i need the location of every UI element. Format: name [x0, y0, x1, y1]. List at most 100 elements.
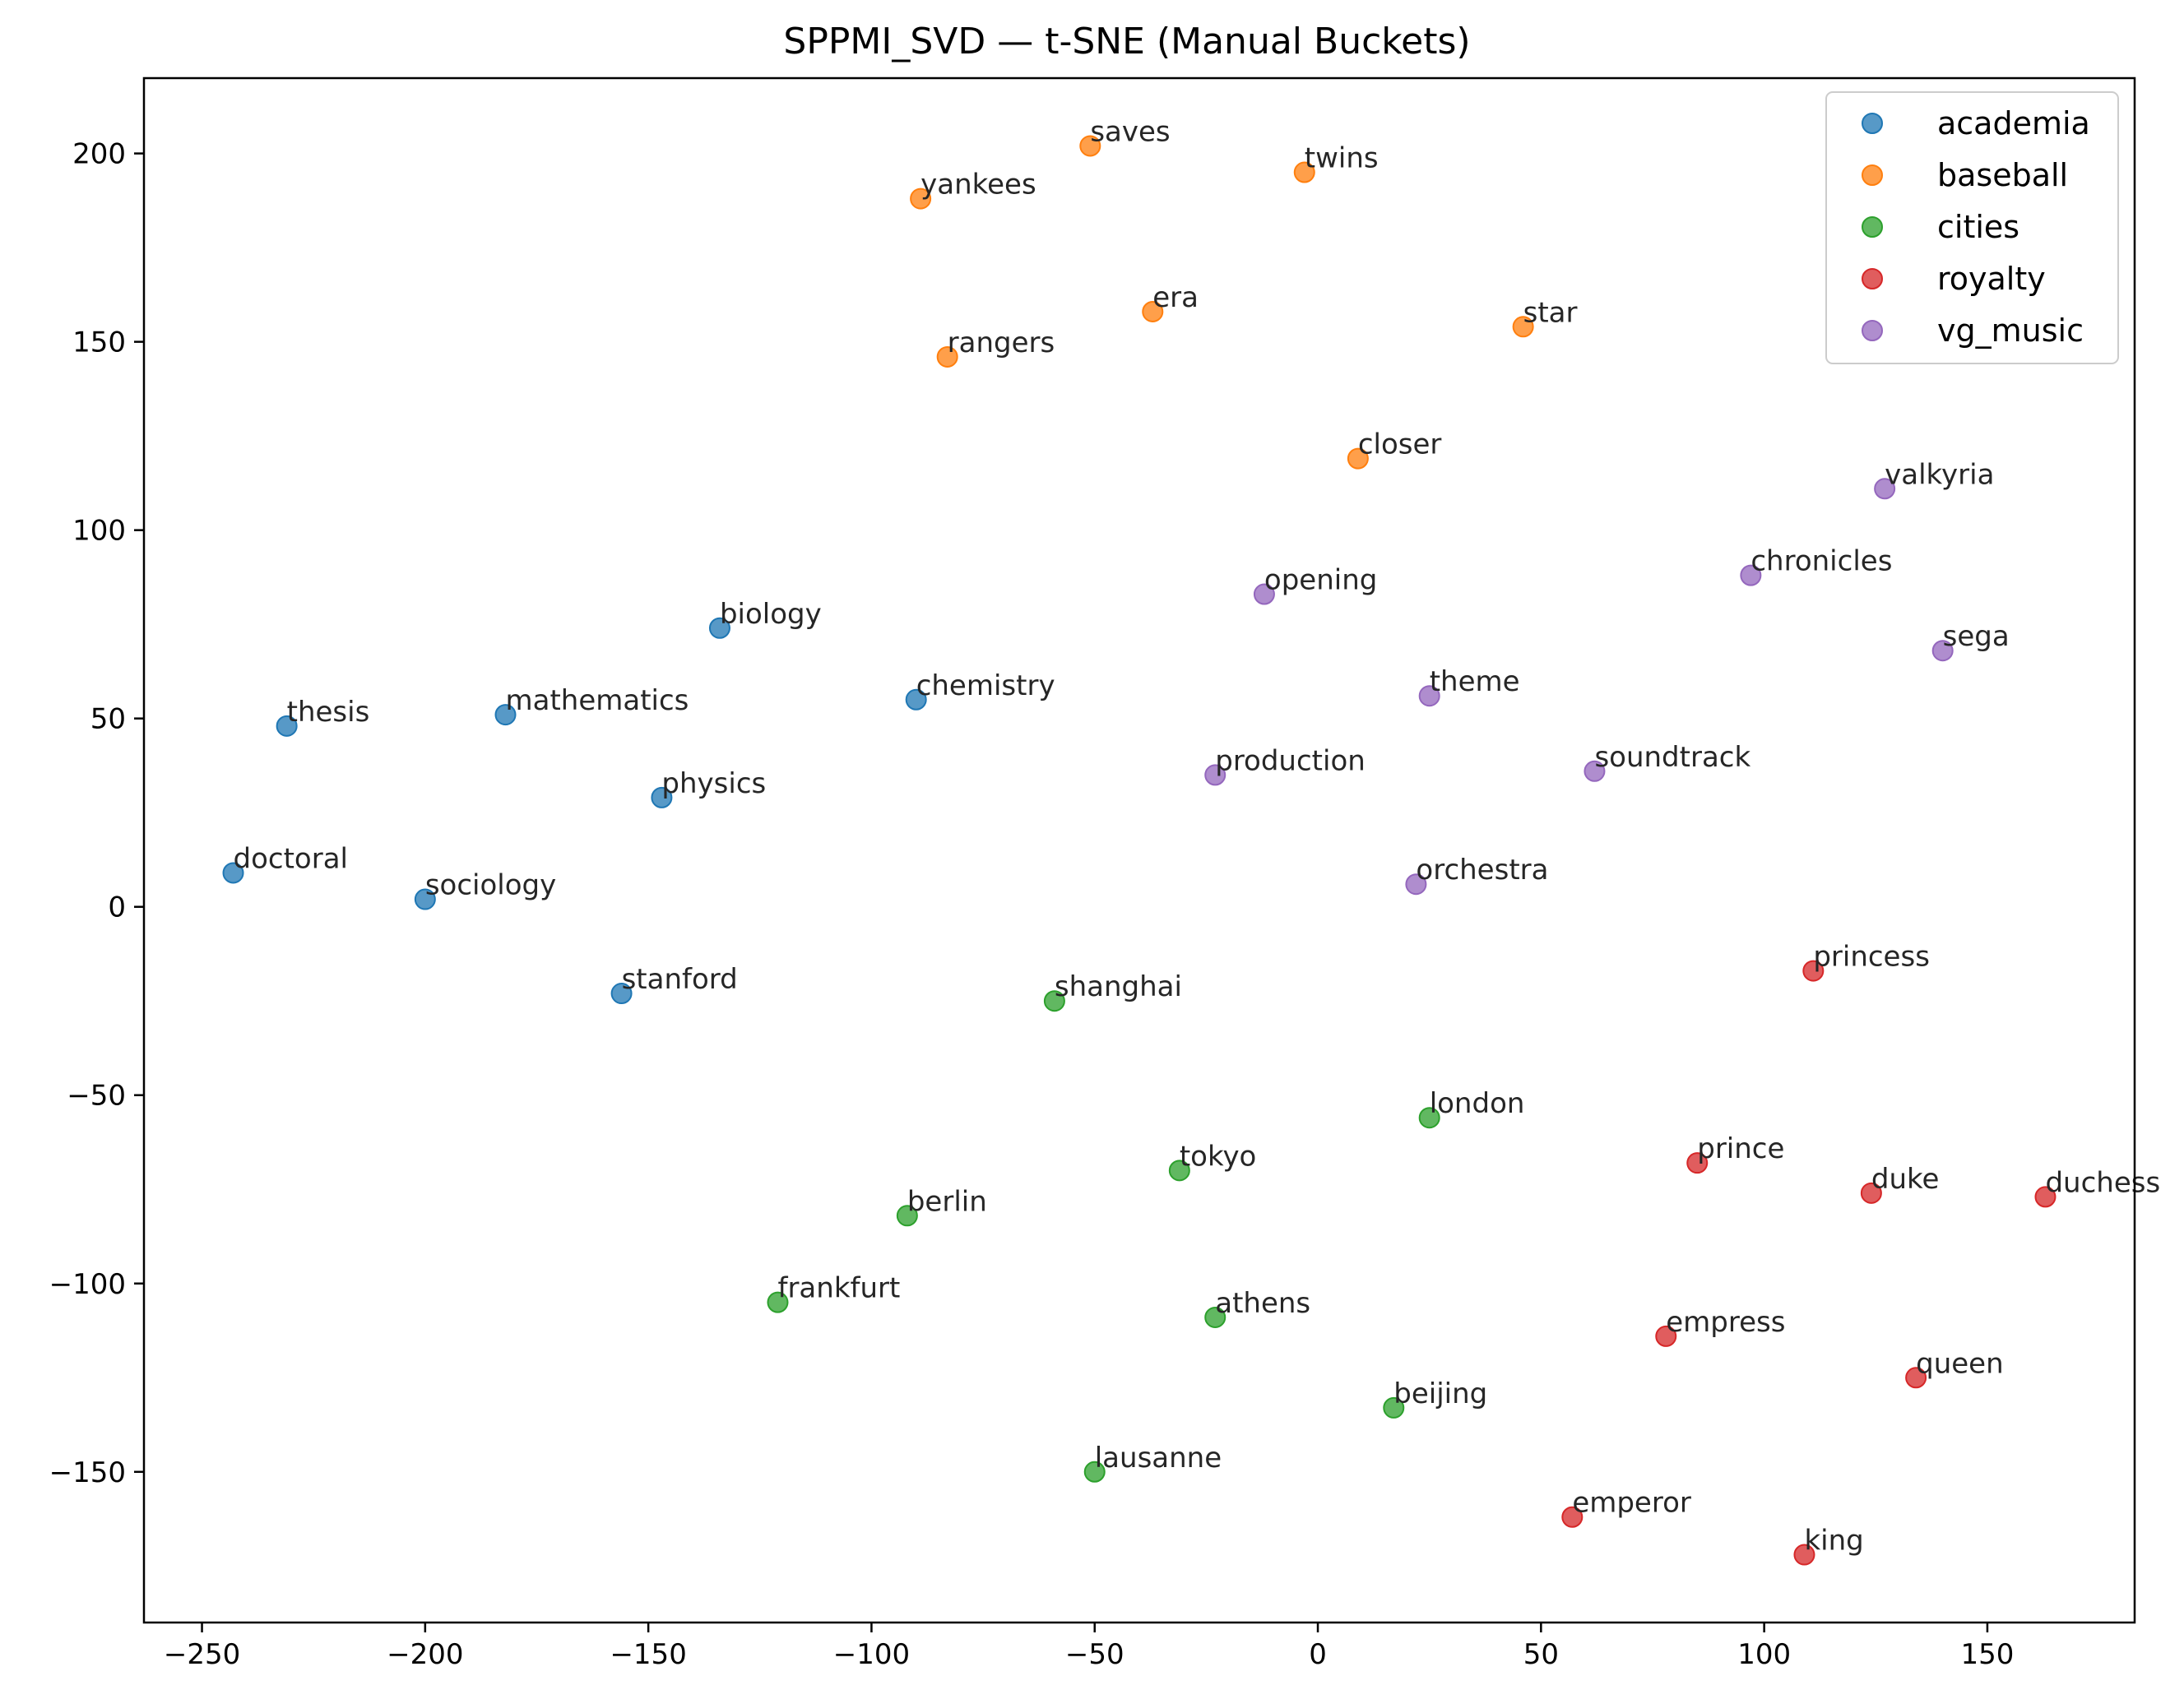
- point-lausanne: [1083, 1461, 1106, 1483]
- point-biology: [708, 617, 730, 639]
- legend-marker-academia: [1862, 113, 1883, 134]
- point-star: [1512, 316, 1534, 338]
- x-axis: −250 −200 −150 −100 −50 0 50 100 150: [164, 1623, 2014, 1671]
- point-production: [1204, 764, 1226, 786]
- point-chronicles: [1740, 564, 1762, 586]
- point-era: [1142, 300, 1164, 322]
- point-physics: [651, 786, 673, 808]
- point-stanford: [610, 983, 633, 1005]
- point-emperor: [1561, 1506, 1584, 1528]
- point-soundtrack: [1584, 760, 1606, 782]
- legend: academia baseball cities royalty vg_music: [1825, 91, 2119, 364]
- point-label-london: london: [1430, 1087, 1525, 1120]
- x-tick-label: 50: [1523, 1638, 1559, 1671]
- point-saves: [1079, 135, 1101, 157]
- point-shanghai: [1043, 990, 1065, 1012]
- point-label-shanghai: shanghai: [1055, 970, 1182, 1003]
- series-cities: shanghai london tokyo berlin frankfurt athens…: [767, 970, 1525, 1483]
- series-royalty: princess prince duke duchess empress queen emp…: [1561, 941, 2160, 1566]
- y-tick-label: 0: [108, 891, 126, 924]
- point-label-princess: princess: [1813, 941, 1930, 974]
- point-label-chronicles: chronicles: [1750, 545, 1892, 578]
- point-label-saves: saves: [1090, 115, 1170, 148]
- point-label-beijing: beijing: [1393, 1377, 1487, 1410]
- legend-label-baseball: baseball: [1937, 157, 2068, 193]
- point-london: [1418, 1107, 1440, 1129]
- y-tick-label: −50: [67, 1080, 126, 1113]
- legend-marker-vg_music: [1862, 320, 1883, 341]
- point-doctoral: [222, 862, 244, 884]
- point-valkyria: [1874, 478, 1896, 500]
- point-label-stanford: stanford: [622, 963, 738, 996]
- point-label-orchestra: orchestra: [1416, 854, 1548, 887]
- x-tick-label: 0: [1309, 1638, 1327, 1671]
- point-label-duchess: duchess: [2045, 1166, 2160, 1199]
- legend-label-vg_music: vg_music: [1937, 312, 2084, 349]
- legend-label-royalty: royalty: [1937, 261, 2046, 297]
- point-label-sociology: sociology: [425, 869, 556, 902]
- point-label-tokyo: tokyo: [1180, 1140, 1257, 1173]
- point-mathematics: [494, 704, 517, 726]
- point-opening: [1253, 583, 1275, 605]
- point-prince: [1686, 1152, 1709, 1174]
- point-label-queen: queen: [1916, 1347, 2004, 1380]
- series-vg_music: valkyria chronicles opening sega theme soundt…: [1204, 458, 2010, 896]
- point-theme: [1418, 685, 1440, 707]
- point-tokyo: [1168, 1160, 1190, 1182]
- point-label-king: king: [1804, 1525, 1863, 1558]
- legend-frame: [1825, 91, 2119, 364]
- series-academia: biology chemistry mathematics thesis physics…: [222, 598, 1055, 1005]
- point-queen: [1905, 1367, 1927, 1389]
- point-rangers: [936, 345, 958, 368]
- x-tick-label: −200: [387, 1638, 463, 1671]
- point-label-era: era: [1152, 281, 1199, 314]
- plot-frame: [142, 76, 2136, 1624]
- point-label-frankfurt: frankfurt: [777, 1272, 900, 1305]
- point-duke: [1860, 1182, 1882, 1204]
- chart-title: SPPMI_SVD — t-SNE (Manual Buckets): [783, 21, 1470, 62]
- point-label-yankees: yankees: [920, 169, 1036, 201]
- y-tick-label: −100: [49, 1268, 126, 1301]
- series-baseball: saves twins yankees era star rangers closer: [910, 115, 1578, 470]
- y-tick-label: −150: [49, 1456, 126, 1489]
- point-frankfurt: [767, 1291, 789, 1313]
- point-orchestra: [1405, 873, 1427, 896]
- x-tick-label: −150: [610, 1638, 686, 1671]
- y-tick-label: 100: [72, 515, 126, 548]
- legend-marker-baseball: [1862, 164, 1883, 186]
- point-princess: [1802, 960, 1825, 982]
- point-label-soundtrack: soundtrack: [1594, 741, 1750, 774]
- y-tick-label: 50: [90, 703, 126, 736]
- point-sega: [1931, 640, 1954, 662]
- legend-marker-royalty: [1862, 268, 1883, 289]
- point-label-doctoral: doctoral: [234, 842, 348, 875]
- point-label-thesis: thesis: [287, 696, 370, 729]
- x-tick-label: 100: [1737, 1638, 1791, 1671]
- x-tick-label: −50: [1065, 1638, 1124, 1671]
- point-label-biology: biology: [720, 598, 822, 631]
- point-duchess: [2034, 1186, 2056, 1208]
- legend-label-academia: academia: [1937, 105, 2090, 141]
- point-label-lausanne: lausanne: [1095, 1442, 1222, 1474]
- point-label-star: star: [1523, 296, 1578, 329]
- point-label-valkyria: valkyria: [1885, 458, 1994, 491]
- point-label-twins: twins: [1305, 142, 1379, 175]
- point-label-duke: duke: [1871, 1163, 1940, 1196]
- point-label-sega: sega: [1943, 620, 2010, 653]
- point-berlin: [896, 1205, 918, 1227]
- y-axis: 200 150 100 50 0 −50 −100 −150: [49, 138, 144, 1489]
- point-label-physics: physics: [661, 767, 766, 800]
- point-closer: [1347, 447, 1369, 470]
- y-tick-label: 200: [72, 138, 126, 171]
- point-label-chemistry: chemistry: [916, 669, 1055, 702]
- x-tick-label: −250: [164, 1638, 240, 1671]
- point-label-production: production: [1215, 744, 1366, 777]
- point-label-emperor: emperor: [1572, 1487, 1691, 1520]
- point-label-theme: theme: [1430, 665, 1520, 698]
- point-king: [1793, 1544, 1815, 1566]
- legend-label-cities: cities: [1937, 209, 2019, 245]
- point-beijing: [1383, 1396, 1405, 1419]
- x-tick-label: −100: [833, 1638, 910, 1671]
- point-label-berlin: berlin: [907, 1185, 987, 1218]
